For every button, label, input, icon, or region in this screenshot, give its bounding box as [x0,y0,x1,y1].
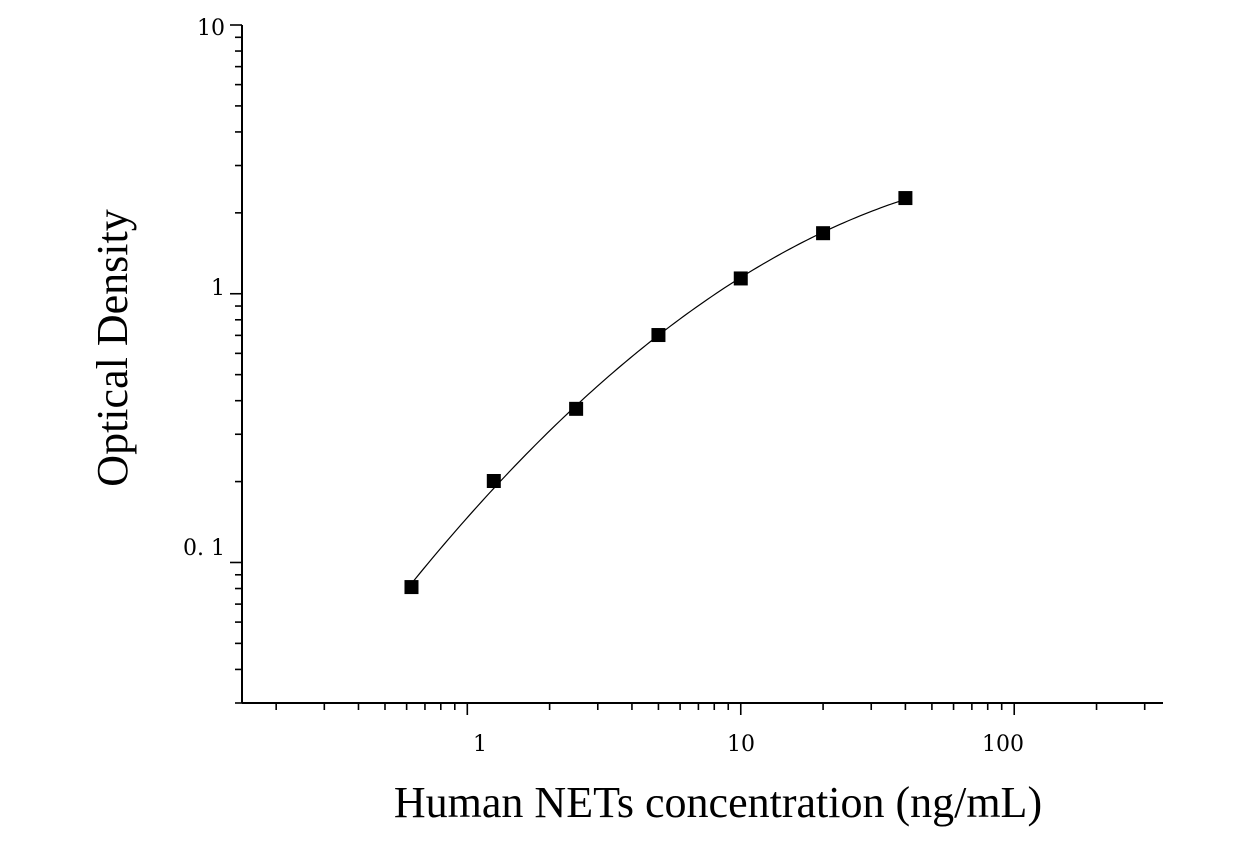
x-tick-label-1: 1 [473,732,487,757]
data-point [569,401,584,416]
x-tick-label-100: 100 [982,732,1024,757]
y-axis-title: Optical Density [88,209,137,486]
data-point [898,191,913,206]
fit-curve [411,198,906,584]
data-point [404,580,419,595]
data-point [816,226,831,241]
x-tick-label-10: 10 [727,732,755,757]
data-points [404,191,913,595]
y-tick-label-1: 1 [211,276,225,301]
y-tick-label-0-1: 0. 1 [183,536,225,561]
axes [241,25,1163,704]
data-point [486,474,501,489]
tick-labels: 1 10 100 0. 1 1 10 [183,16,1024,757]
axis-ticks [230,24,1146,715]
data-point [733,271,748,286]
data-point [651,328,666,343]
x-axis-title: Human NETs concentration (ng/mL) [394,778,1042,827]
y-tick-label-10: 10 [197,16,225,41]
